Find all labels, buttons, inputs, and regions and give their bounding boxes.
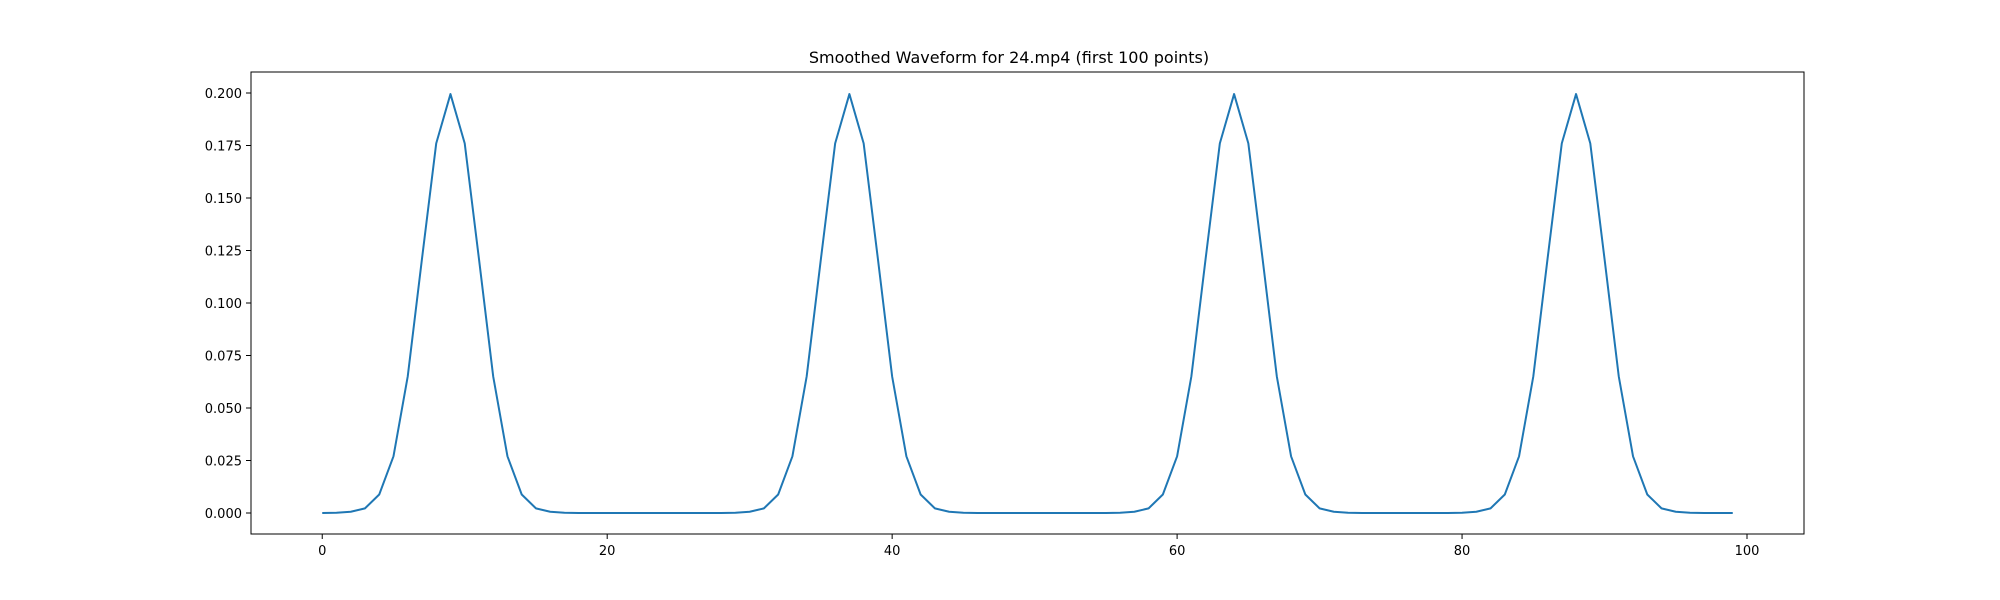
y-tick-label: 0.000 [205,507,242,522]
y-tick-label: 0.125 [205,245,242,260]
x-tick-label: 0 [318,544,326,559]
y-tick-label: 0.200 [205,87,242,102]
y-tick-label: 0.100 [205,297,242,312]
x-tick-label: 20 [599,544,616,559]
y-tick-label: 0.050 [205,402,242,417]
series-line-0 [322,93,1733,514]
y-tick-label: 0.025 [205,455,242,470]
y-tick-label: 0.150 [205,192,242,207]
y-tick-label: 0.075 [205,350,242,365]
x-tick-label: 60 [1169,544,1186,559]
y-tick-label: 0.175 [205,140,242,155]
x-tick-label: 100 [1735,544,1760,559]
x-tick-label: 40 [884,544,901,559]
chart-title: Smoothed Waveform for 24.mp4 (first 100 … [809,48,1209,67]
x-tick-label: 80 [1454,544,1471,559]
plot-area: 0 20 40 60 80 100 0.000 0.025 0.050 0.075 0.100 0.1… [205,71,1805,559]
